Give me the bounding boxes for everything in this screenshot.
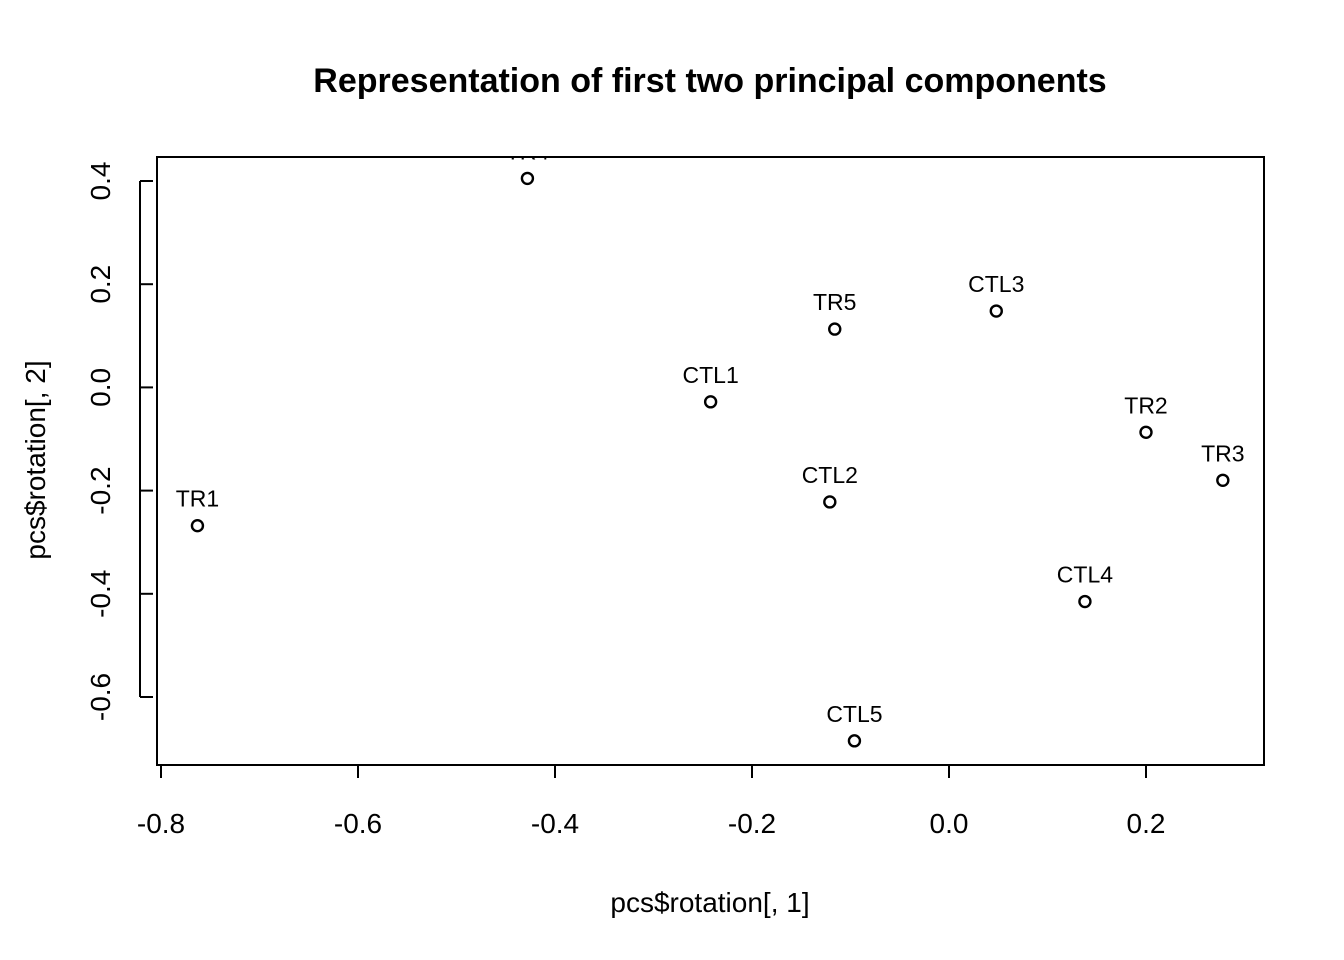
point-labels-layer: TR1 TR4 CTL1 TR5 CTL2 CTL3 TR2 TR3 CTL4 CTL5 — [176, 138, 1245, 727]
x-axis-label: pcs$rotation[, 1] — [610, 887, 809, 918]
y-tick-label: -0.2 — [85, 466, 116, 514]
data-point-tr2 — [1139, 425, 1153, 439]
point-label-tr5: TR5 — [813, 289, 856, 315]
point-label-ctl2: CTL2 — [802, 462, 858, 488]
data-point-ctl2 — [823, 495, 837, 509]
chart-title: Representation of first two principal co… — [313, 62, 1106, 100]
data-point-ctl5 — [847, 734, 862, 748]
data-point-tr1 — [190, 518, 205, 533]
data-point-tr5 — [828, 322, 842, 336]
x-tick-label: -0.2 — [728, 808, 776, 839]
y-axis-label: pcs$rotation[, 2] — [20, 360, 51, 559]
x-tick-label: -0.6 — [334, 808, 382, 839]
data-point-ctl1 — [703, 395, 718, 409]
point-label-ctl3: CTL3 — [968, 271, 1024, 297]
point-label-tr2: TR2 — [1124, 392, 1167, 418]
y-tick-label: 0.2 — [85, 265, 116, 304]
y-tick-label: 0.0 — [85, 368, 116, 407]
data-point-tr3 — [1216, 473, 1230, 487]
y-tick-label: -0.6 — [85, 673, 116, 721]
point-label-tr4: TR4 — [506, 138, 550, 164]
data-point-ctl4 — [1078, 594, 1092, 609]
x-tick-label: -0.4 — [531, 808, 579, 839]
point-label-tr3: TR3 — [1201, 440, 1244, 466]
y-tick-label: -0.4 — [85, 570, 116, 618]
x-axis: -0.8 -0.6 -0.4 -0.2 0.0 0.2 — [137, 764, 1166, 839]
point-label-ctl4: CTL4 — [1057, 562, 1113, 588]
point-label-ctl1: CTL1 — [683, 362, 739, 388]
plot-frame — [156, 156, 1265, 766]
y-tick-label: 0.4 — [85, 162, 116, 201]
data-point-tr4 — [520, 171, 535, 186]
point-label-ctl5: CTL5 — [826, 701, 882, 727]
data-point-ctl3 — [989, 304, 1003, 318]
y-axis: -0.6 -0.4 -0.2 0.0 0.2 0.4 — [85, 162, 153, 721]
points-layer — [190, 171, 1230, 748]
x-tick-label: 0.0 — [930, 808, 969, 839]
x-tick-label: -0.8 — [137, 808, 185, 839]
x-tick-label: 0.2 — [1127, 808, 1166, 839]
point-label-tr1: TR1 — [176, 486, 219, 512]
